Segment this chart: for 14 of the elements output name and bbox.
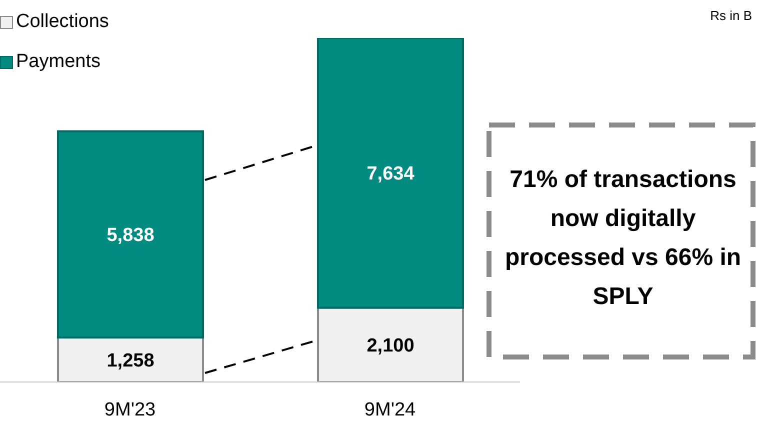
legend-label: Collections xyxy=(16,11,109,33)
data-label: 5,838 xyxy=(106,225,154,246)
legend-label: Payments xyxy=(16,51,100,73)
annotation: 71% of transactions now digitally processed vs 66% in SPLY xyxy=(504,165,742,312)
x-tick-label: 9M'24 xyxy=(364,399,416,420)
x-tick-label: 9M'23 xyxy=(104,399,156,420)
data-label: 2,100 xyxy=(366,336,414,357)
bar xyxy=(57,336,204,382)
text: Rs in B xyxy=(710,8,752,23)
bar xyxy=(57,130,204,339)
data-label: 1,258 xyxy=(106,350,154,372)
bar xyxy=(317,38,464,309)
bar xyxy=(317,306,464,382)
data-label: 7,634 xyxy=(366,164,415,185)
